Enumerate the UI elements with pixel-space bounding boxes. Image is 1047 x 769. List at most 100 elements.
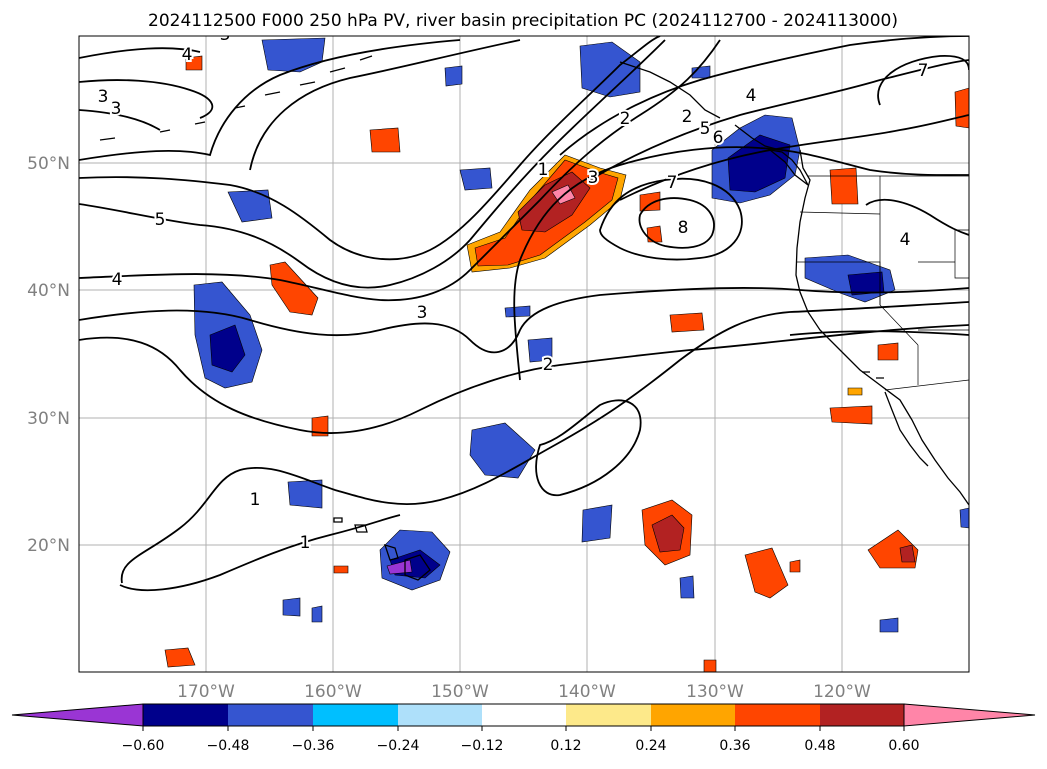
neg-blob-nevada-core — [847, 271, 885, 296]
colorbar-tick-label: 0.60 — [888, 738, 919, 754]
colorbar-frame — [142, 703, 905, 727]
pos-blob-10 — [646, 225, 663, 243]
neg-blob-small-5 — [581, 504, 613, 543]
contour-pv-low-outer — [513, 146, 969, 381]
contour-label: 7 — [667, 173, 678, 193]
pos-blob-16 — [703, 659, 717, 672]
contour-label: 1 — [250, 490, 261, 510]
neg-blob-mid-north — [227, 189, 273, 223]
gridlines — [79, 36, 969, 672]
contour-pv-left-top-2 — [79, 109, 161, 131]
coastline-vancouver — [767, 148, 809, 186]
lat-label: 30°N — [27, 409, 70, 429]
lat-label: 50°N — [27, 154, 70, 174]
map-title: 2024112500 F000 250 hPa PV, river basin … — [148, 11, 898, 31]
pos-blob-3-core — [899, 544, 916, 563]
pos-blob-17 — [333, 565, 349, 574]
contour-pv-low-inner — [599, 177, 743, 261]
contour-pv-5b — [79, 36, 661, 261]
contour-label: 1 — [538, 160, 549, 180]
contour-pv-4-mid — [79, 39, 721, 302]
pos-blob-13 — [185, 55, 203, 71]
contour-pv-low-core — [638, 197, 715, 249]
colorbar-tick-label: −0.12 — [461, 738, 504, 754]
map-frame — [78, 35, 970, 673]
contour-pv-1-south — [120, 301, 969, 584]
coastline-alaska-panhandle — [619, 61, 721, 119]
contour-pv-5-upper — [79, 39, 666, 289]
coastline-channel-islands — [862, 371, 884, 379]
map-content: 1 1 1 2 2 2 3 3 3 3 3 4 4 4 4 5 5 6 7 7 … — [79, 25, 969, 672]
neg-blob-central — [469, 422, 536, 479]
lon-label: 130°W — [686, 682, 744, 702]
contour-label: 4 — [112, 270, 123, 290]
lon-label: 170°W — [177, 682, 235, 702]
neg-blob-gulf-alaska — [579, 41, 641, 98]
contour-label: 5 — [155, 210, 166, 230]
political-borders — [797, 175, 969, 391]
pos-blob-8 — [877, 342, 899, 361]
pos-blob-4 — [829, 167, 859, 205]
coastline-aleutians — [99, 55, 373, 141]
contour-label: 4 — [900, 230, 911, 250]
contour-pv-7-ring — [877, 55, 969, 106]
lon-label: 120°W — [813, 682, 871, 702]
contour-pv-2-south — [79, 324, 969, 434]
colorbar-segment — [566, 704, 651, 726]
colorbar-tick-label: −0.60 — [122, 738, 165, 754]
colorbar-extend-min — [11, 703, 144, 727]
colorbar-tick-label: 0.36 — [719, 738, 750, 754]
neg-blob-hawaii-max — [386, 559, 413, 575]
pos-blob-12 — [164, 647, 196, 668]
colorbar: −0.60 −0.48 −0.36 −0.24 −0.12 0.12 0.24 … — [11, 703, 1036, 754]
lat-label: 20°N — [27, 536, 70, 556]
colorbar-ticks — [142, 726, 905, 731]
contour-pv-upper-right — [559, 36, 969, 156]
pos-blob-7 — [829, 405, 873, 425]
border-ca-nv — [879, 262, 919, 346]
colorbar-tick-label: 0.48 — [804, 738, 835, 754]
contour-label: 3 — [417, 303, 428, 323]
coastline-baja — [884, 391, 929, 467]
contour-label: 8 — [678, 218, 689, 238]
contour-pv-left-top-3 — [79, 47, 201, 59]
pos-blob-9 — [639, 191, 661, 212]
pos-blob-6 — [669, 312, 705, 333]
pos-blob-2 — [744, 547, 789, 599]
contour-label: 5 — [700, 119, 711, 139]
contour-labels: 1 1 1 2 2 2 3 3 3 3 3 4 4 4 4 5 5 6 7 7 … — [96, 25, 931, 555]
colorbar-segment — [651, 704, 735, 726]
neg-blob-small-1 — [459, 167, 493, 191]
contour-pv-right-lower — [789, 330, 969, 336]
contour-pv-7-upper — [249, 39, 521, 171]
contour-pv-mid-loop — [535, 399, 642, 496]
colorbar-tick-label: 0.24 — [635, 738, 666, 754]
neg-blob-small-2 — [444, 65, 463, 87]
neg-blob-dateline-core — [209, 324, 246, 373]
contour-label: 2 — [682, 107, 693, 127]
contour-label: 6 — [713, 128, 724, 148]
lat-label: 40°N — [27, 281, 70, 301]
contour-label: 2 — [620, 109, 631, 129]
contour-pv-left-top — [79, 79, 214, 119]
colorbar-tick-label: −0.48 — [207, 738, 250, 754]
lon-label: 140°W — [558, 682, 616, 702]
neg-blob-small-12 — [959, 507, 969, 529]
neg-blob-small-6 — [679, 575, 695, 599]
neg-blob-small-8 — [311, 605, 323, 623]
coastline-hawaii-4 — [404, 554, 431, 581]
pos-blob-18 — [847, 387, 863, 396]
coastline-hawaii-3 — [333, 517, 343, 523]
colorbar-tick-labels: −0.60 −0.48 −0.36 −0.24 −0.12 0.12 0.24 … — [122, 738, 920, 754]
contour-label: 3 — [220, 25, 231, 45]
colorbar-segment — [482, 704, 566, 726]
contour-pv-upper-right-2 — [589, 59, 969, 181]
lon-label: 150°W — [431, 682, 489, 702]
colorbar-tick-label: 0.12 — [550, 738, 581, 754]
border-wa-or — [799, 211, 881, 215]
pos-blob-14 — [954, 87, 969, 129]
latitude-labels: 50°N 40°N 30°N 20°N — [27, 154, 70, 556]
coastline-bc — [734, 124, 781, 151]
